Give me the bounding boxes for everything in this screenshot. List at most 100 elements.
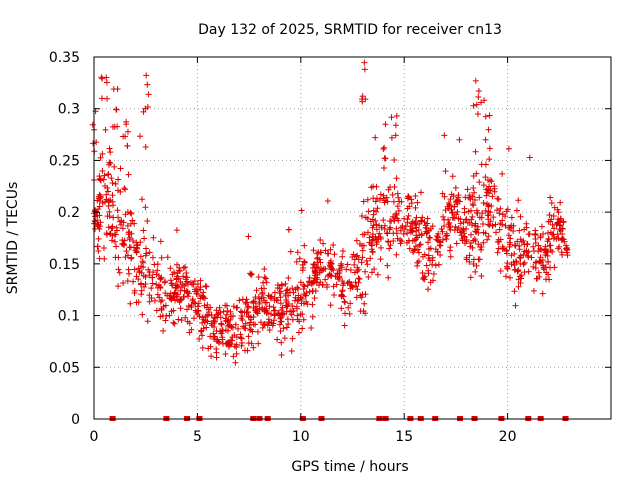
data-point <box>124 128 131 135</box>
data-point <box>470 202 477 209</box>
data-point <box>145 91 152 98</box>
data-point <box>489 193 496 200</box>
data-point <box>173 275 180 282</box>
data-point <box>220 340 227 347</box>
data-point <box>486 156 493 163</box>
data-point <box>261 285 268 292</box>
data-point <box>385 186 392 193</box>
data-point <box>255 340 262 347</box>
data-point <box>306 279 313 286</box>
data-point <box>474 226 481 233</box>
data-point <box>170 319 177 326</box>
data-point <box>309 288 316 295</box>
data-point <box>469 213 476 220</box>
data-point <box>227 308 234 315</box>
data-point <box>389 191 396 198</box>
data-point <box>143 250 150 257</box>
data-point <box>175 316 182 323</box>
data-point <box>311 295 318 302</box>
data-point <box>238 335 245 342</box>
data-point <box>537 232 544 239</box>
data-point <box>426 234 433 241</box>
data-point <box>414 199 421 206</box>
data-point <box>339 253 346 260</box>
data-point <box>355 266 362 273</box>
data-point <box>369 237 376 244</box>
y-tick-label: 0 <box>71 412 80 428</box>
data-point <box>389 213 396 220</box>
data-point <box>244 299 251 306</box>
data-point <box>105 224 112 231</box>
data-point <box>158 254 165 261</box>
data-point <box>370 236 377 243</box>
data-point <box>472 268 479 275</box>
data-point <box>558 249 565 256</box>
data-point <box>557 215 564 222</box>
data-point <box>271 289 278 296</box>
data-point <box>380 195 387 202</box>
data-point <box>470 260 477 267</box>
data-point <box>114 86 121 93</box>
data-point <box>339 288 346 295</box>
data-point <box>192 286 199 293</box>
data-point <box>466 194 473 201</box>
data-point <box>520 237 527 244</box>
data-point <box>540 264 547 271</box>
data-point <box>341 322 348 329</box>
data-point <box>476 179 483 186</box>
y-tick-label: 0.1 <box>58 309 80 325</box>
data-point <box>112 231 119 238</box>
data-point <box>236 297 243 304</box>
data-point <box>515 283 522 290</box>
data-point <box>478 99 485 106</box>
data-point <box>192 307 199 314</box>
data-point <box>496 226 503 233</box>
data-point <box>160 327 167 334</box>
data-point <box>235 325 242 332</box>
data-point <box>327 246 334 253</box>
data-point <box>413 236 420 243</box>
data-point <box>258 295 265 302</box>
data-point <box>128 255 135 262</box>
data-point <box>462 194 469 201</box>
data-point <box>390 198 397 205</box>
data-point <box>466 258 473 265</box>
data-point <box>278 339 285 346</box>
data-point <box>545 235 552 242</box>
data-point <box>425 270 432 277</box>
data-point <box>492 221 499 228</box>
data-point <box>194 281 201 288</box>
data-point <box>555 209 562 216</box>
data-point <box>155 272 162 279</box>
data-point <box>452 184 459 191</box>
data-point <box>335 276 342 283</box>
data-point <box>213 354 220 361</box>
data-point <box>146 272 153 279</box>
data-point <box>250 299 257 306</box>
x-tick-label: 0 <box>90 429 99 445</box>
data-point <box>132 247 139 254</box>
data-point <box>95 221 102 228</box>
data-point <box>380 146 387 153</box>
data-point <box>557 222 564 229</box>
data-point <box>289 316 296 323</box>
data-point <box>475 229 482 236</box>
data-point <box>96 226 103 233</box>
data-point <box>473 101 480 108</box>
data-point <box>157 284 164 291</box>
data-point <box>300 264 307 271</box>
data-point <box>485 126 492 133</box>
data-point <box>113 243 120 250</box>
data-point <box>462 216 469 223</box>
data-point <box>453 211 460 218</box>
data-point <box>314 255 321 262</box>
data-point <box>139 196 146 203</box>
data-point <box>530 287 537 294</box>
data-point <box>172 297 179 304</box>
data-point <box>484 186 491 193</box>
data-point <box>120 279 127 286</box>
data-point <box>539 290 546 297</box>
data-point <box>157 298 164 305</box>
data-point <box>301 242 308 249</box>
data-point <box>505 145 512 152</box>
